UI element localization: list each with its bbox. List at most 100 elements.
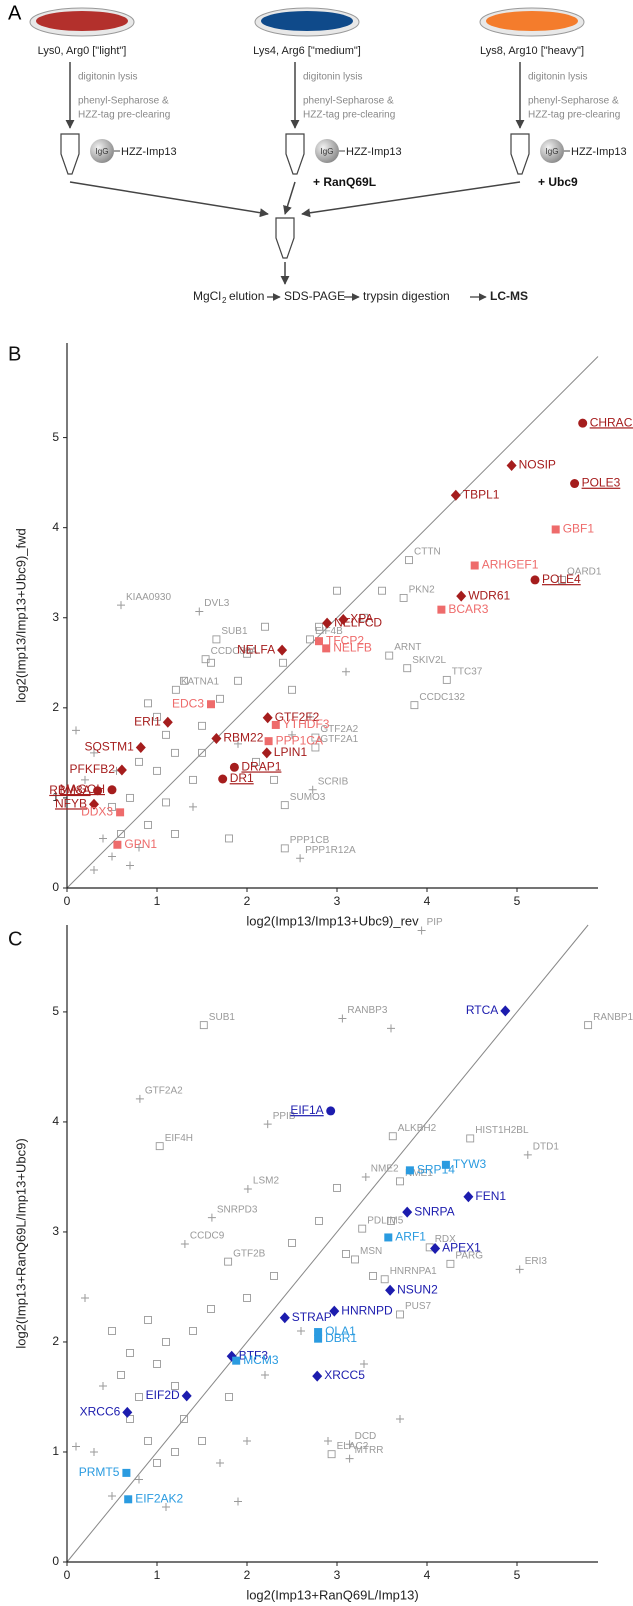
point-label: ARF1 <box>395 1230 426 1244</box>
point <box>584 1021 593 1030</box>
point <box>153 1459 161 1467</box>
point <box>384 1233 393 1242</box>
point-label: TYW3 <box>453 1157 487 1171</box>
x-tick-label: 2 <box>244 894 251 908</box>
condition-label: Lys4, Arg6 ["medium"] <box>253 45 361 57</box>
panel-label: C <box>8 928 22 950</box>
point-label: OARD1 <box>567 567 602 578</box>
point <box>506 460 517 472</box>
point <box>551 525 560 534</box>
dish-medium <box>486 11 578 31</box>
point-label: RBM8A <box>49 783 90 797</box>
point <box>225 1393 233 1401</box>
point <box>399 593 408 602</box>
point <box>225 834 233 843</box>
point <box>515 1265 524 1274</box>
point-label: ARHGEF1 <box>482 558 539 572</box>
point <box>296 854 305 863</box>
point <box>345 1454 354 1463</box>
point <box>232 1356 241 1365</box>
point <box>207 1305 215 1313</box>
point <box>570 479 580 489</box>
point-label: TTC37 <box>452 667 483 678</box>
point <box>264 737 273 746</box>
point-label: SCRIB <box>318 776 349 787</box>
point <box>116 764 127 776</box>
point-label: STRAP <box>292 1310 332 1324</box>
point <box>345 1440 354 1449</box>
point-label: SRP14 <box>417 1163 455 1177</box>
point-label: SNRPA <box>414 1204 454 1218</box>
point <box>500 1005 511 1017</box>
arrow <box>301 181 521 218</box>
x-axis-label: log2(Imp13+RanQ69L/Imp13) <box>246 1587 418 1602</box>
point <box>243 1436 251 1445</box>
point <box>144 1437 152 1445</box>
point <box>207 700 215 709</box>
point <box>324 1436 332 1445</box>
point <box>306 712 314 721</box>
point <box>333 1183 341 1192</box>
point <box>126 1349 134 1357</box>
point-label: DDX3 <box>81 805 113 819</box>
point <box>387 1024 395 1033</box>
point-label: HNRNPA1 <box>390 1266 437 1277</box>
point <box>470 561 479 570</box>
step-text: HZZ-tag pre-clearing <box>303 110 395 121</box>
y-tick-label: 2 <box>52 1334 59 1348</box>
point-label: GTF2A2 <box>145 1085 183 1096</box>
dish-medium <box>261 11 353 31</box>
point-label: PPP1CB <box>290 835 330 846</box>
point-label: BTF3 <box>239 1348 269 1362</box>
point-label: RANBP1 <box>593 1012 633 1023</box>
point <box>117 601 125 610</box>
y-axis-label: log2(Imp13/Imp13+Ubc9)_fwd <box>13 528 28 703</box>
point <box>405 1166 414 1175</box>
point <box>297 1326 305 1335</box>
point-label: DBR1 <box>325 1331 357 1345</box>
point <box>271 720 280 729</box>
point-label: CCDC9 <box>190 1231 225 1242</box>
point <box>326 1106 336 1116</box>
point <box>189 775 197 784</box>
point <box>180 1240 189 1249</box>
point <box>126 861 134 870</box>
point-label: RTCA <box>466 1003 498 1017</box>
point <box>135 1393 143 1401</box>
workflow-step: elution <box>229 289 264 303</box>
point <box>93 786 103 796</box>
point-label: YTHDF3 <box>283 717 330 731</box>
point <box>279 658 287 667</box>
point <box>387 1216 395 1225</box>
point <box>306 635 314 644</box>
point <box>116 808 125 817</box>
step-text: digitonin lysis <box>78 72 137 83</box>
point-label: NFYB <box>55 796 87 810</box>
step-text: digitonin lysis <box>528 72 587 83</box>
point <box>135 1094 144 1103</box>
workflow-subscript: 2 <box>222 296 227 305</box>
point <box>263 1120 272 1129</box>
point-label: PIP <box>427 917 443 928</box>
bead <box>540 139 564 163</box>
bead-label: IgG <box>321 147 334 156</box>
point <box>207 658 215 667</box>
y-tick-label: 0 <box>52 880 59 894</box>
point <box>315 1216 323 1225</box>
x-tick-label: 5 <box>514 1568 521 1582</box>
point-label: EIF4B <box>315 626 343 637</box>
point-label: ARNT <box>394 642 421 653</box>
point <box>442 675 451 684</box>
point <box>243 1185 252 1194</box>
y-tick-label: 3 <box>52 1224 59 1238</box>
point <box>135 741 146 753</box>
point-label: PRMT5 <box>79 1465 120 1479</box>
point <box>402 1206 413 1218</box>
point-label: ELAC2 <box>337 1441 369 1452</box>
point-label: SUB1 <box>209 1012 236 1023</box>
point <box>314 1334 323 1343</box>
point <box>463 1191 474 1203</box>
point <box>234 1497 242 1506</box>
point <box>229 762 239 772</box>
